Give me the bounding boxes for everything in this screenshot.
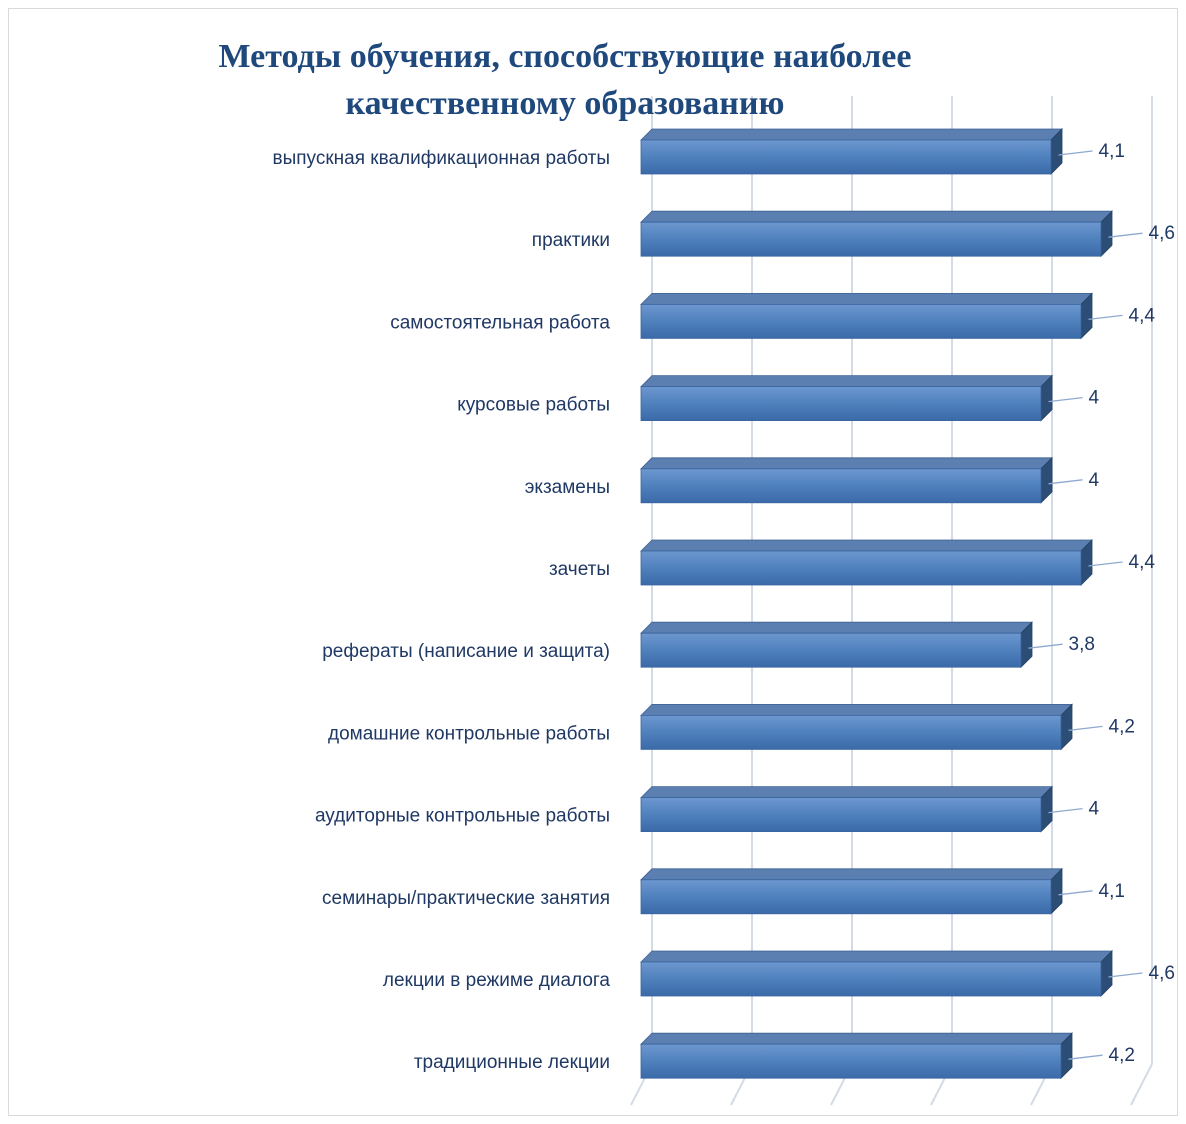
- leader-line: [1058, 890, 1093, 896]
- bar-top: [640, 950, 1113, 963]
- category-label: зачеты: [549, 559, 610, 580]
- bar-top: [640, 539, 1093, 552]
- leader-line: [1048, 396, 1083, 403]
- bar-top: [640, 786, 1053, 798]
- data-label: 4,1: [1099, 141, 1125, 162]
- category-label: практики: [532, 230, 610, 251]
- data-label: 4,1: [1099, 881, 1125, 902]
- data-label: 4,2: [1109, 716, 1135, 737]
- category-label: выпускная квалификационная работы: [273, 148, 610, 169]
- bar: [640, 632, 1022, 668]
- chart-frame: [8, 8, 1178, 1116]
- bar: [640, 550, 1082, 586]
- category-label: рефераты (написание и защита): [322, 641, 610, 662]
- bar: [640, 1043, 1062, 1079]
- data-label: 4,6: [1149, 223, 1175, 244]
- bar-top: [640, 704, 1073, 716]
- data-label: 3,8: [1069, 634, 1095, 655]
- bar: [640, 386, 1042, 422]
- category-label: семинары/практические занятия: [322, 888, 610, 909]
- bar: [640, 303, 1082, 339]
- chart-title-line-2: качественному образованию: [346, 85, 785, 122]
- data-label: 4: [1089, 470, 1100, 491]
- labels: выпускная квалификационная работы 4,1 прак…: [273, 141, 1175, 1073]
- category-label: лекции в режиме диалога: [383, 970, 611, 991]
- data-label: 4,6: [1149, 963, 1175, 984]
- bar-top: [640, 292, 1093, 305]
- bar-top: [640, 210, 1113, 223]
- leader-line: [1068, 725, 1103, 732]
- bar-top: [640, 128, 1063, 141]
- leader-line: [1058, 150, 1093, 156]
- bar-top: [640, 621, 1033, 634]
- bar: [640, 961, 1102, 997]
- chart-title: Методы обучения, способствующие наиболее…: [219, 38, 912, 122]
- data-label: 4,4: [1129, 552, 1156, 573]
- bar: [640, 139, 1052, 175]
- data-label: 4,2: [1109, 1045, 1135, 1066]
- bar-top: [640, 1032, 1073, 1045]
- bar: [640, 797, 1042, 832]
- category-label: курсовые работы: [457, 395, 610, 416]
- bar: [640, 468, 1042, 504]
- bar-top: [640, 375, 1053, 388]
- leader-line: [1068, 1054, 1103, 1060]
- category-label: аудиторные контрольные работы: [315, 806, 610, 827]
- bar-top: [640, 457, 1053, 470]
- category-label: экзамены: [525, 477, 610, 498]
- bar-top: [640, 868, 1063, 881]
- data-label: 4: [1089, 388, 1100, 409]
- gridline-floor: [1130, 1063, 1153, 1106]
- bar: [640, 879, 1052, 915]
- bar: [640, 715, 1062, 750]
- leader-line: [1108, 232, 1143, 238]
- leader-line: [1048, 807, 1083, 814]
- category-label: самостоятельная работа: [390, 312, 610, 333]
- bars: [640, 128, 1113, 1080]
- category-label: традиционные лекции: [414, 1052, 610, 1073]
- bar: [640, 221, 1102, 257]
- leader-line: [1108, 972, 1143, 978]
- leader-line: [1088, 561, 1123, 567]
- data-label: 4,4: [1129, 305, 1156, 326]
- data-label: 4: [1089, 799, 1100, 820]
- leader-line: [1028, 643, 1063, 649]
- leader-line: [1088, 314, 1123, 321]
- leader-line: [1048, 479, 1083, 485]
- category-label: домашние контрольные работы: [328, 723, 610, 744]
- chart-title-line-1: Методы обучения, способствующие наиболее: [219, 38, 912, 75]
